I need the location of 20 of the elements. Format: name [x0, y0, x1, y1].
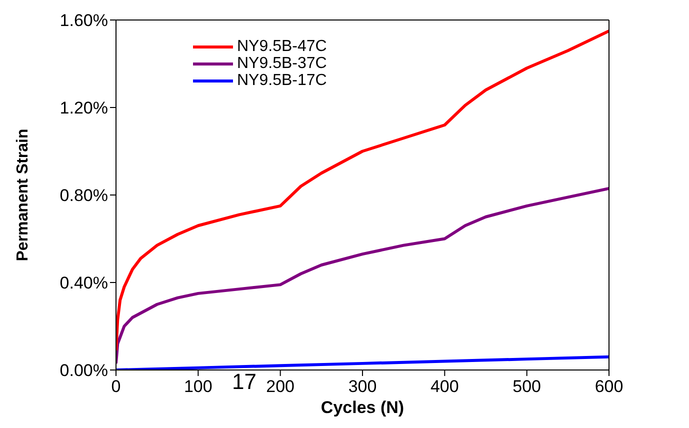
x-axis-title: Cycles (N)	[320, 398, 404, 417]
x-tick-label: 0	[111, 377, 121, 396]
annotation: 17	[232, 369, 256, 394]
x-tick-label: 500	[512, 377, 542, 396]
line-series	[116, 29, 609, 352]
y-tick-label: 1.20%	[60, 98, 108, 118]
y-tick-label: 0.80%	[60, 186, 108, 206]
legend-label: NY9.5B-37C	[237, 55, 327, 72]
x-tick-label: 200	[266, 377, 295, 396]
legend-label: NY9.5B-17C	[237, 72, 327, 89]
x-tick-label: 100	[184, 377, 212, 396]
y-tick-label: 0.00%	[60, 361, 108, 380]
x-tick-label: 600	[594, 377, 624, 396]
x-tick-label: 400	[430, 377, 459, 396]
line-series	[116, 186, 609, 365]
legend-label: NY9.5B-47C	[237, 38, 327, 55]
y-axis-title: Permanent Strain	[14, 128, 32, 262]
y-tick-label: 0.40%	[60, 274, 108, 293]
x-tick-label: 300	[348, 377, 377, 396]
y-tick-label: 1.60%	[60, 11, 108, 30]
